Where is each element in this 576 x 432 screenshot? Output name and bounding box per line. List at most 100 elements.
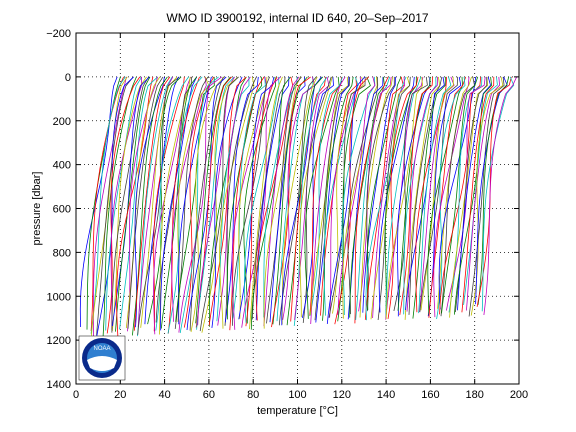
profile-line [179,76,219,334]
profile-line [372,76,406,319]
chart-title: WMO ID 3900192, internal ID 640, 20–Sep–… [166,11,428,25]
profile-line [281,76,322,326]
profile-line [105,76,143,331]
profile-line [384,76,417,316]
profile-line [412,76,446,319]
profile-line [112,76,150,326]
x-tick-label: 200 [510,389,528,401]
profile-line [208,76,247,326]
profile-line [309,76,343,316]
profile-line [93,76,127,338]
profile-line [195,76,231,324]
profile-line [159,76,191,335]
profile-line [171,76,207,322]
x-tick-label: 100 [288,389,306,401]
profile-line [127,76,164,329]
profile-line [190,76,225,333]
profile-line [217,76,251,326]
profile-line [147,76,182,325]
logo-wave [87,356,117,371]
profile-line [286,76,324,326]
y-tick-label: 0 [65,72,71,84]
profile-line [167,76,200,334]
profile-line [250,76,291,330]
profile-line [255,76,290,321]
profile-line [309,76,342,316]
x-tick-label: 180 [466,389,484,401]
profile-line [304,76,340,319]
profile-line [362,76,396,313]
profile-line [347,76,379,315]
profile-line [439,76,482,315]
x-tick-label: 120 [333,389,351,401]
profile-line [241,76,281,328]
profile-line [393,76,428,311]
x-tick-label: 160 [421,389,439,401]
x-tick-label: 140 [377,389,395,401]
profile-line [433,76,470,318]
profile-line [226,76,263,320]
profile-line [133,76,171,331]
x-tick-label: 40 [158,389,170,401]
profile-line [399,76,434,316]
noaa-logo: NOAA [78,335,126,381]
profile-line [404,76,441,320]
profile-line [385,76,424,319]
profile-line [195,76,232,328]
profile-line [238,76,268,319]
profile-line [364,76,404,320]
profile-line [132,76,168,336]
profile-line [276,76,314,322]
profile-line [201,76,239,333]
profile-line [475,76,508,305]
profile-line [358,76,392,312]
profile-line [349,76,385,318]
x-tick-label: 80 [247,389,259,401]
profile-line [167,76,203,334]
profile-line [419,76,458,313]
profile-line [115,76,151,332]
profile-line [263,76,298,318]
profile-line [477,76,510,305]
logo-text: NOAA [93,346,110,352]
profile-line [153,76,185,332]
y-tick-label: 1400 [47,379,71,391]
profile-line [127,76,158,332]
y-tick-label: 800 [53,247,71,259]
profile-line [302,76,332,323]
profile-line [420,76,454,311]
y-tick-label: 1000 [47,291,71,303]
x-tick-label: 60 [203,389,215,401]
profile-line [243,76,277,324]
y-tick-label: 400 [53,160,71,172]
profile-line [282,76,316,320]
y-tick-label: 200 [53,116,71,128]
profile-line [314,76,351,321]
profile-line [326,76,366,324]
profile-line [310,76,346,325]
profile-line [438,76,477,310]
profile-line [102,76,137,339]
profile-line [251,76,286,320]
profile-line [437,76,472,309]
profile-line [243,76,280,323]
profile-line [266,76,302,324]
profile-line [263,76,301,329]
profile-line [419,76,455,313]
y-tick-label: 600 [53,204,71,216]
profile-line [436,76,466,320]
x-axis-label: temperature [°C] [257,405,338,417]
profile-line [144,76,179,325]
profile-line [408,76,443,315]
profile-line [111,76,149,333]
profile-line [366,76,395,312]
profile-line [111,76,147,332]
profile-line [427,76,463,316]
y-tick-label: 1200 [47,335,71,347]
y-axis-label: pressure [dbar] [31,172,43,246]
profile-line [337,76,376,316]
profile-line [406,76,438,312]
profile-line [483,76,517,316]
profile-line [397,76,431,311]
